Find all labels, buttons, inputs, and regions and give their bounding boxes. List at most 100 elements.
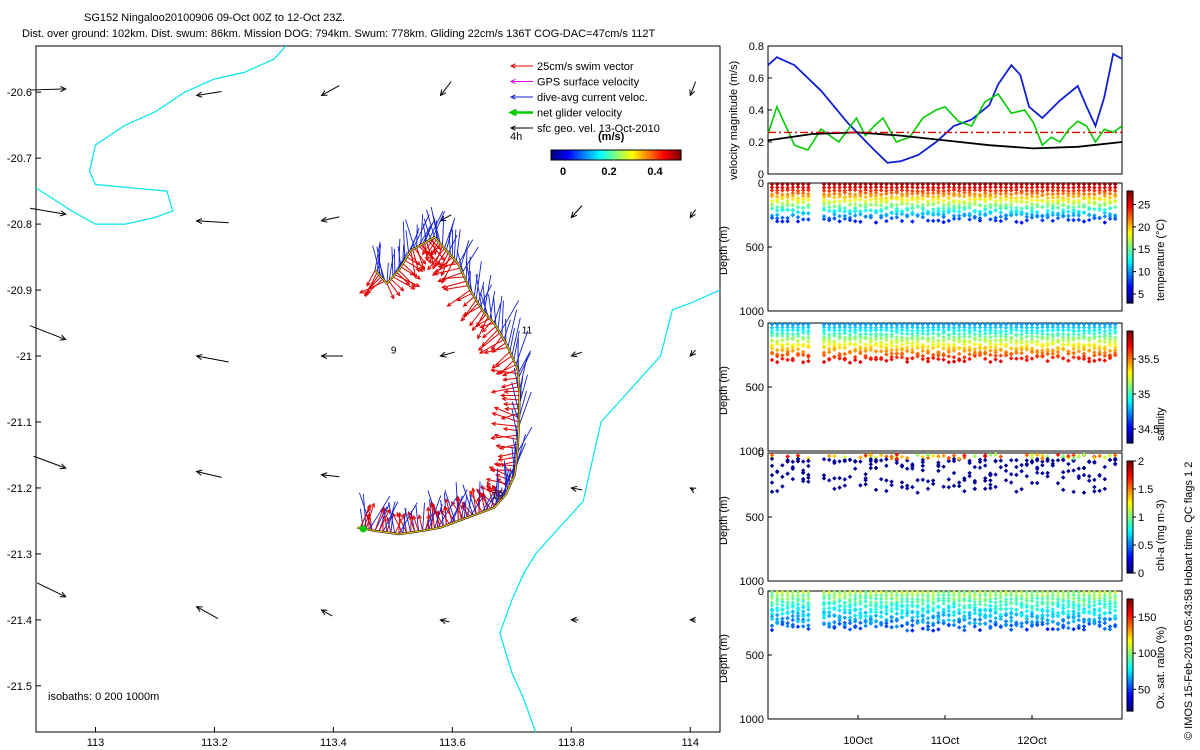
- temperature-section-marker: [1087, 217, 1092, 223]
- salinity-section-marker: [821, 322, 827, 327]
- temperature-section-marker: [1102, 207, 1107, 213]
- temperature-section-marker: [785, 219, 790, 224]
- oxygen-section-marker: [951, 590, 957, 595]
- salinity-section-colorbar-cell: [1127, 440, 1133, 444]
- swim-vector: [429, 243, 441, 257]
- salinity-section-marker: [910, 324, 915, 330]
- swim-vector-shaft: [378, 509, 390, 532]
- temperature-section-colorbar-cell: [1127, 249, 1133, 254]
- temperature-section-marker: [910, 197, 915, 202]
- oxygen-section-marker: [936, 605, 941, 610]
- oxygen-section-marker: [1071, 619, 1076, 624]
- salinity-section-marker: [983, 339, 988, 344]
- oxygen-section-marker: [905, 603, 910, 608]
- swim-vector-head: [435, 262, 440, 268]
- legend-arrow: [509, 63, 533, 69]
- oxygen-section-colorbar-cell: [1127, 610, 1133, 614]
- salinity-section-marker: [1014, 338, 1019, 343]
- salinity-section-marker: [879, 342, 884, 347]
- salinity-section-marker: [899, 351, 905, 356]
- temperature-section-marker: [1019, 220, 1024, 225]
- swim-vector: [471, 313, 487, 332]
- swim-vector-head: [490, 435, 496, 440]
- current-vector: [516, 426, 533, 453]
- oxygen-section-marker: [785, 590, 790, 595]
- salinity-section-marker: [1014, 327, 1019, 333]
- salinity-section-marker: [905, 349, 910, 354]
- chla-section-marker: [769, 472, 775, 478]
- oxygen-section-marker: [1014, 607, 1019, 613]
- swim-vector-head: [370, 502, 376, 508]
- salinity-section-marker: [879, 327, 884, 333]
- salinity-section-marker: [941, 351, 946, 357]
- oxygen-section-marker: [894, 590, 899, 595]
- temperature-section-marker: [853, 213, 858, 218]
- salinity-section-colorbar-cell: [1127, 375, 1133, 380]
- temperature-section-marker: [1019, 190, 1024, 196]
- salinity-section-marker: [1035, 342, 1040, 347]
- salinity-section-marker: [920, 336, 925, 341]
- oxygen-section-marker: [785, 620, 790, 626]
- oxygen-section-marker: [899, 599, 905, 604]
- chla-section-marker: [988, 472, 993, 477]
- chla-section-colorbar-cell: [1127, 489, 1133, 493]
- temperature-section-marker: [785, 187, 790, 193]
- swim-vector-shaft: [416, 247, 425, 271]
- map-xtick-label: 113.6: [439, 737, 466, 749]
- salinity-section-colorbar-tick: 35: [1138, 389, 1150, 401]
- salinity-section-marker: [1113, 322, 1118, 327]
- temperature-section-marker: [1019, 199, 1024, 205]
- speed-colorbar-cell: [633, 150, 636, 160]
- salinity-section-marker: [936, 350, 941, 356]
- temperature-section-marker: [884, 191, 889, 196]
- chla-section-marker: [1009, 458, 1014, 463]
- swim-vector: [490, 386, 520, 394]
- oxygen-section-marker: [1009, 592, 1014, 598]
- swim-vector-head: [462, 312, 468, 317]
- oxygen-section-marker: [806, 601, 811, 607]
- temperature-section-marker: [868, 213, 873, 219]
- temperature-section-colorbar-cell: [1127, 213, 1133, 217]
- oxygen-section-marker: [1113, 593, 1118, 598]
- swim-vector: [408, 253, 421, 266]
- oxygen-section-marker: [863, 623, 868, 629]
- temperature-section-marker: [920, 185, 925, 190]
- temperature-section-marker: [868, 208, 873, 213]
- salinity-section-marker: [806, 344, 811, 350]
- salinity-section-marker: [905, 328, 910, 333]
- temperature-section-colorbar-cell: [1127, 277, 1133, 282]
- oxygen-section-marker: [972, 607, 977, 613]
- current-vector: [448, 232, 451, 255]
- salinity-section-marker: [1071, 346, 1076, 352]
- salinity-section-marker: [847, 337, 853, 342]
- chla-section-marker: [988, 452, 993, 458]
- salinity-section-marker: [946, 325, 951, 330]
- oxygen-section-marker: [775, 593, 780, 598]
- oxygen-section-marker: [1045, 608, 1050, 614]
- time-tick-label: 11Oct: [931, 735, 960, 747]
- salinity-section-marker: [858, 339, 863, 344]
- temperature-section-marker: [993, 190, 998, 196]
- salinity-section-marker: [1097, 357, 1102, 362]
- temperature-section-marker: [1050, 218, 1055, 224]
- oxygen-section-marker: [879, 610, 884, 615]
- salinity-section-marker: [983, 346, 988, 351]
- temperature-section-colorbar-cell: [1127, 193, 1133, 198]
- chla-section-marker: [1113, 453, 1118, 458]
- oxygen-section-marker: [910, 604, 915, 609]
- swim-vector-shaft: [457, 292, 473, 301]
- geo-vector: [320, 609, 333, 617]
- speed-colorbar-cell: [595, 150, 598, 160]
- temperature-section-marker: [925, 218, 931, 223]
- temperature-section-marker: [977, 193, 983, 199]
- salinity-section-marker: [1102, 322, 1107, 327]
- speed-colorbar-cell: [651, 150, 654, 160]
- swim-vector: [358, 280, 386, 294]
- speed-colorbar-cell: [579, 150, 582, 160]
- salinity-section-marker: [894, 325, 899, 330]
- temperature-section-marker: [790, 187, 795, 193]
- oxygen-section-marker: [1081, 606, 1087, 612]
- temperature-section-marker: [1092, 182, 1097, 187]
- chla-section-marker: [795, 458, 801, 464]
- temperature-section-marker: [910, 219, 915, 224]
